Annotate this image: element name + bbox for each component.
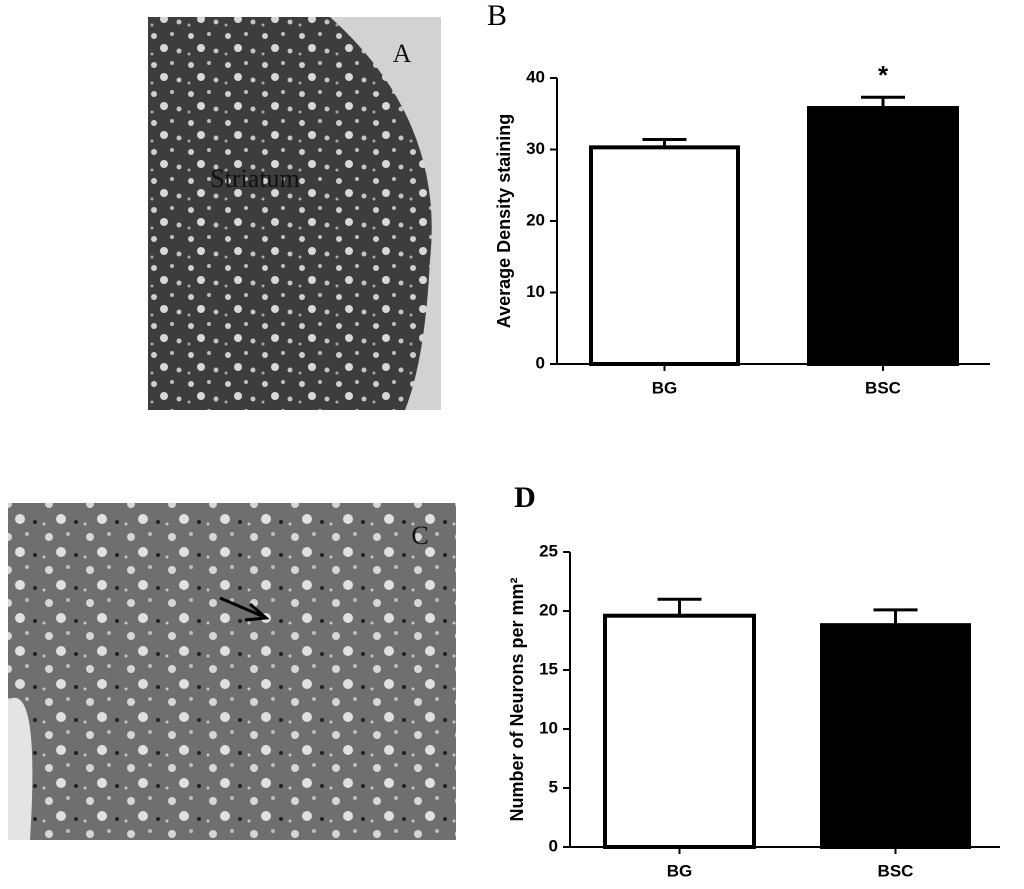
y-tick-label: 20 [539, 600, 558, 619]
x-tick-label: BSC [865, 378, 901, 397]
arrow [219, 596, 263, 618]
bar [820, 623, 971, 849]
image-edge [8, 697, 33, 840]
bar [589, 145, 740, 366]
x-tick-label: BG [667, 861, 693, 880]
micrograph-a: A Striatum [148, 17, 441, 410]
y-tick-label: 15 [539, 659, 558, 678]
x-tick-label: BSC [878, 861, 914, 880]
y-tick-label: 0 [549, 836, 558, 855]
image-label: C [411, 521, 428, 550]
tissue [148, 17, 432, 410]
y-tick-label: 40 [526, 67, 545, 86]
image-annotation: Striatum [210, 164, 300, 193]
panel-label: D [514, 481, 536, 514]
arrow-head [244, 602, 270, 622]
bar [807, 106, 959, 366]
bar [603, 613, 756, 849]
y-tick-label: 10 [539, 718, 558, 737]
y-tick-label: 0 [536, 353, 545, 372]
y-tick-label: 25 [539, 541, 558, 560]
x-tick-label: BG [652, 378, 678, 397]
micrograph-c: C [8, 503, 456, 840]
y-axis-label: Average Density staining [494, 114, 514, 328]
y-tick-label: 30 [526, 139, 545, 158]
y-tick-label: 20 [526, 210, 545, 229]
tissue [8, 503, 456, 840]
significance-marker: * [878, 60, 889, 90]
y-axis-label: Number of Neurons per mm² [507, 577, 527, 821]
panel-label: B [487, 0, 507, 32]
y-tick-label: 10 [526, 282, 545, 301]
y-tick-label: 5 [549, 777, 558, 796]
image-label: A [393, 39, 412, 68]
